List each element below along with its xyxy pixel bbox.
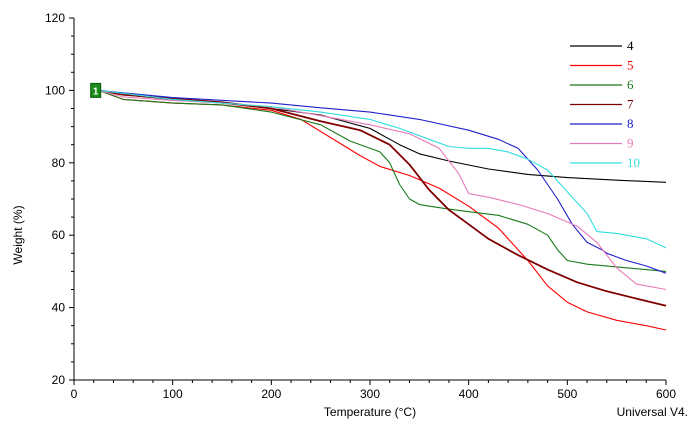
series-line-8: [98, 89, 667, 274]
y-axis-title: Weight (%): [11, 205, 25, 264]
legend-label-6: 6: [627, 77, 634, 92]
chart-axes: [73, 18, 666, 381]
x-tick-label: 400: [459, 387, 479, 401]
series-line-6: [98, 89, 667, 272]
series-line-7: [98, 89, 667, 307]
corner-version-label: Universal V4.: [617, 405, 688, 419]
series-line-9: [98, 89, 667, 291]
x-tick-label: 200: [261, 387, 281, 401]
y-tick-label: 60: [52, 228, 66, 242]
start-marker-label: 1: [93, 86, 99, 97]
start-marker-badge: 1: [90, 82, 102, 98]
chart-legend: 4 5 6 7 8 9 10: [570, 38, 640, 170]
plot-lines: [98, 89, 667, 331]
legend-label-7: 7: [627, 97, 634, 112]
legend-label-8: 8: [627, 116, 634, 131]
y-tick-label: 100: [45, 83, 65, 97]
y-tick-label: 40: [52, 301, 66, 315]
legend-label-10: 10: [627, 155, 640, 170]
x-tick-label: 600: [656, 387, 676, 401]
y-tick-label: 80: [52, 156, 66, 170]
x-tick-label: 300: [360, 387, 380, 401]
y-tick-label: 20: [52, 373, 66, 387]
x-tick-label: 0: [71, 387, 78, 401]
x-axis-title: Temperature (°C): [324, 405, 416, 419]
axis-ticks: 0 100 200 300 400 500 600 20 40 60 80 100 120: [45, 11, 676, 401]
y-tick-label: 120: [45, 11, 65, 25]
legend-label-5: 5: [627, 58, 634, 73]
x-tick-label: 100: [163, 387, 183, 401]
series-line-5: [98, 89, 667, 331]
x-tick-label: 500: [557, 387, 577, 401]
start-marker-box: [90, 82, 102, 98]
series-line-10: [98, 89, 667, 249]
legend-label-9: 9: [627, 136, 634, 151]
legend-label-4: 4: [627, 38, 634, 53]
